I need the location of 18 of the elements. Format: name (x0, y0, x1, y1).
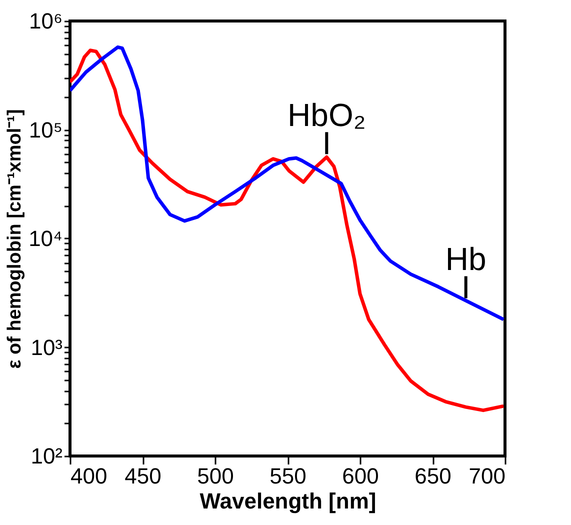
y-tick-label: 10⁶ (28, 8, 62, 34)
x-tick-label: 500 (197, 464, 234, 488)
x-tick-label: 650 (414, 464, 452, 488)
line-series (70, 48, 505, 412)
line-series (70, 45, 505, 322)
annotation: HbO₂ (288, 97, 366, 134)
x-tick-label: 550 (270, 464, 306, 488)
y-tick-label: 10² (30, 444, 62, 468)
y-tick-label: 10⁵ (28, 117, 62, 142)
x-tick-label: 450 (124, 464, 162, 488)
y-tick-label: 10³ (30, 334, 62, 360)
x-tick-label: 700 (468, 464, 506, 488)
y-tick-label: 10⁴ (28, 226, 62, 251)
x-tick-label: 400 (70, 464, 108, 488)
annotation: Hb (445, 241, 486, 278)
x-axis-title: Wavelength [nm] (200, 488, 376, 514)
y-axis-title: ε of hemoglobin [cm⁻¹xmol⁻¹] (4, 109, 26, 369)
x-tick-label: 600 (342, 464, 379, 488)
